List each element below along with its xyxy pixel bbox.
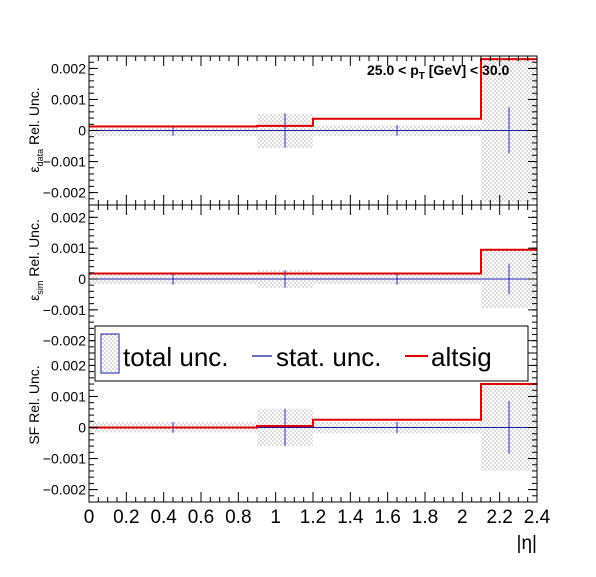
legend-total-swatch	[100, 333, 120, 374]
legend-box	[94, 325, 529, 382]
y-tick-label-bottom-0: −0.002	[43, 482, 86, 498]
y-tick-label-bottom-3: 0.001	[51, 388, 86, 404]
y-tick-label-bottom-4: 0.002	[51, 357, 86, 373]
y-tick-label-top-4: 0.002	[51, 60, 86, 76]
x-tick-label-7: 1.4	[337, 507, 364, 528]
legend-total-label: total unc.	[123, 342, 229, 372]
x-tick-label-12: 2.4	[524, 507, 551, 528]
altsig-step-line-top	[89, 58, 537, 128]
x-tick-label-5: 1	[270, 507, 281, 528]
y-tick-label-top-1: −0.001	[43, 154, 86, 170]
x-tick-label-8: 1.6	[374, 507, 400, 528]
legend-stat-label: stat. unc.	[276, 342, 382, 372]
x-tick-label-3: 0.6	[188, 507, 214, 528]
y-tick-label-middle-4: 0.002	[51, 209, 86, 225]
x-tick-label-2: 0.4	[150, 507, 177, 528]
y-tick-label-bottom-1: −0.001	[43, 451, 86, 467]
x-tick-label-9: 1.8	[412, 507, 438, 528]
y-tick-label-middle-2: 0	[78, 271, 86, 287]
y-tick-label-middle-3: 0.001	[51, 240, 86, 256]
y-tick-label-middle-1: −0.001	[43, 302, 86, 318]
x-tick-label-11: 2.2	[486, 507, 512, 528]
y-tick-label-middle-0: −0.002	[43, 333, 86, 349]
x-tick-label-0: 0	[84, 507, 95, 528]
x-axis-title: |η|	[517, 533, 537, 554]
y-tick-label-top-2: 0	[78, 123, 86, 139]
y-tick-label-top-0: −0.002	[43, 185, 86, 201]
x-tick-label-4: 0.8	[225, 507, 251, 528]
legend: total unc. stat. unc. altsig	[94, 325, 529, 382]
pt-range-annotation: 25.0 < pT [GeV] < 30.0	[367, 62, 510, 82]
panel-scale-factor: −0.002 −0.001 0 0.001 0.002 SF Rel. Unc. 0 0.2 0…	[26, 352, 551, 528]
legend-altsig-label: altsig	[431, 342, 492, 372]
panel-data-efficiency: −0.002 −0.001 0 0.001 0.002 εdata Rel. Unc.	[26, 55, 538, 206]
y-tick-label-top-3: 0.001	[51, 91, 86, 107]
y-tick-label-bottom-2: 0	[78, 420, 86, 436]
y-axis-title-middle: εsim Rel. Unc.	[26, 219, 45, 301]
x-tick-label-10: 2	[457, 507, 468, 528]
x-tick-label-1: 0.2	[113, 507, 139, 528]
altsig-step-line-middle	[89, 248, 537, 275]
y-axis-title-bottom: SF Rel. Unc.	[26, 365, 42, 444]
y-axis-title-top: εdata Rel. Unc.	[26, 87, 45, 172]
x-tick-label-6: 1.2	[300, 507, 326, 528]
altsig-step-line-bottom	[89, 383, 537, 429]
panel-sim-efficiency: −0.002 −0.001 0 0.001 0.002 εsim Rel. Unc.	[26, 204, 538, 354]
